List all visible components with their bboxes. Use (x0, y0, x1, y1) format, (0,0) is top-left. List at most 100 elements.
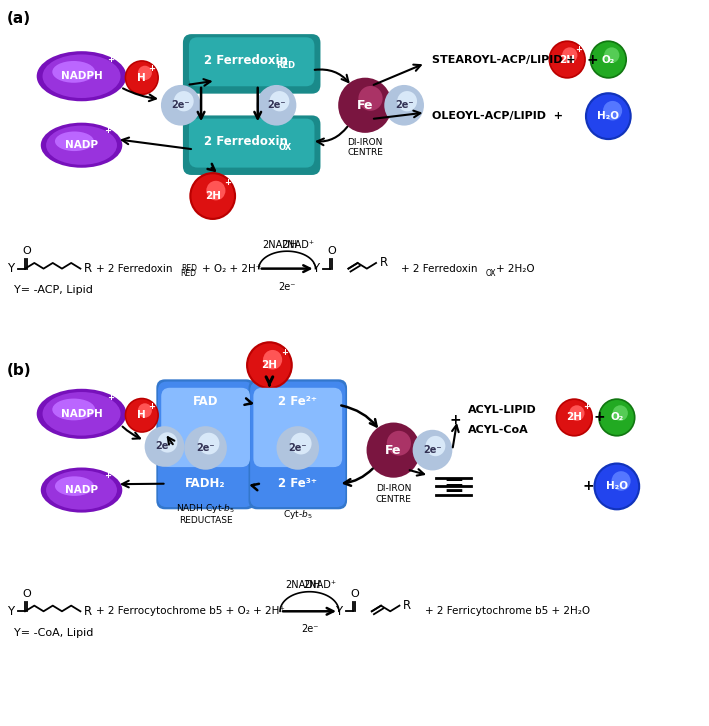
Ellipse shape (43, 54, 121, 98)
Text: + 2H₂O: + 2H₂O (496, 264, 535, 274)
Text: +: + (107, 55, 114, 65)
Text: +: + (450, 413, 461, 427)
Circle shape (248, 343, 291, 387)
Ellipse shape (40, 468, 122, 513)
FancyBboxPatch shape (250, 382, 345, 507)
Circle shape (126, 399, 157, 431)
Circle shape (246, 341, 293, 389)
Text: +: + (147, 402, 155, 411)
Circle shape (367, 423, 420, 478)
Text: +: + (586, 52, 598, 67)
FancyBboxPatch shape (189, 118, 315, 168)
Circle shape (397, 91, 417, 111)
Circle shape (425, 436, 445, 456)
Circle shape (191, 174, 234, 218)
Circle shape (557, 400, 591, 435)
Circle shape (384, 85, 424, 126)
Circle shape (199, 433, 220, 454)
Circle shape (257, 85, 296, 126)
Circle shape (174, 91, 194, 111)
Text: H₂O: H₂O (605, 481, 628, 492)
Text: 2NAD⁺: 2NAD⁺ (281, 240, 314, 250)
Ellipse shape (46, 470, 117, 510)
Circle shape (550, 42, 584, 77)
Text: + 2 Ferrocytochrome b5 + O₂ + 2H⁺: + 2 Ferrocytochrome b5 + O₂ + 2H⁺ (96, 606, 284, 616)
Text: +: + (583, 479, 594, 494)
Text: + 2 Ferredoxin: + 2 Ferredoxin (96, 264, 172, 274)
Text: RED: RED (181, 264, 197, 273)
Text: REDUCTASE: REDUCTASE (179, 516, 233, 526)
Text: R: R (379, 256, 388, 269)
Text: Y: Y (7, 262, 14, 275)
Text: DI-IRON
CENTRE: DI-IRON CENTRE (347, 138, 383, 158)
Text: 2e⁻: 2e⁻ (423, 445, 442, 455)
Circle shape (613, 405, 628, 421)
FancyBboxPatch shape (183, 115, 320, 175)
Circle shape (590, 41, 627, 78)
Circle shape (161, 85, 201, 126)
Circle shape (591, 42, 625, 77)
Text: + 2 Ferredoxin: + 2 Ferredoxin (401, 264, 477, 274)
Text: +: + (576, 44, 583, 54)
FancyBboxPatch shape (189, 37, 315, 86)
Text: 2e⁻: 2e⁻ (279, 282, 296, 292)
Text: FAD: FAD (193, 395, 218, 408)
Text: R: R (403, 599, 411, 612)
Text: Y: Y (7, 605, 14, 618)
Circle shape (569, 405, 584, 421)
Circle shape (600, 400, 634, 435)
Circle shape (611, 471, 631, 491)
Circle shape (596, 465, 638, 508)
Text: Fe: Fe (385, 444, 402, 457)
Circle shape (126, 62, 157, 94)
Circle shape (593, 462, 640, 510)
Text: NADH Cyt-$b_5$: NADH Cyt-$b_5$ (176, 502, 235, 515)
Text: H: H (138, 73, 146, 83)
FancyBboxPatch shape (161, 388, 250, 467)
Text: O: O (22, 589, 31, 599)
Text: Fe: Fe (357, 99, 374, 112)
Text: Y: Y (312, 262, 319, 275)
Text: ACYL-LIPID: ACYL-LIPID (468, 405, 537, 415)
Ellipse shape (43, 392, 121, 436)
FancyBboxPatch shape (156, 379, 255, 510)
Ellipse shape (46, 126, 117, 165)
Text: ≡: ≡ (443, 474, 464, 499)
Circle shape (556, 399, 593, 436)
Circle shape (206, 181, 225, 200)
Circle shape (549, 41, 586, 78)
Text: NADPH: NADPH (61, 409, 102, 419)
Ellipse shape (37, 51, 126, 102)
Ellipse shape (40, 123, 122, 168)
Text: 2e⁻: 2e⁻ (301, 624, 318, 635)
Text: 2e⁻: 2e⁻ (267, 100, 286, 110)
Text: +: + (281, 348, 288, 356)
Text: 2H: 2H (205, 191, 220, 201)
Text: +: + (583, 402, 590, 412)
Text: OLEOYL-ACP/LIPID  +: OLEOYL-ACP/LIPID + (432, 111, 564, 121)
Text: 2NAD⁺: 2NAD⁺ (303, 580, 337, 590)
Text: Cyt-$b_5$: Cyt-$b_5$ (283, 507, 313, 521)
Text: + 2 Ferricytochrome b5 + 2H₂O: + 2 Ferricytochrome b5 + 2H₂O (425, 606, 591, 616)
Text: Y= -ACP, Lipid: Y= -ACP, Lipid (14, 285, 93, 295)
Text: (a): (a) (7, 11, 31, 26)
Circle shape (603, 101, 623, 121)
Text: 2e⁻: 2e⁻ (155, 441, 174, 452)
Text: 2 Ferredoxin: 2 Ferredoxin (203, 135, 288, 148)
Text: H: H (138, 410, 146, 420)
Text: 2e⁻: 2e⁻ (196, 443, 215, 453)
Circle shape (189, 172, 236, 220)
Circle shape (269, 91, 289, 111)
Text: O: O (22, 246, 31, 256)
Text: RED: RED (276, 62, 295, 70)
Text: 2 Ferredoxin: 2 Ferredoxin (203, 54, 288, 67)
Circle shape (157, 432, 177, 452)
Text: O₂: O₂ (602, 54, 615, 65)
Text: +: + (107, 393, 114, 402)
Ellipse shape (52, 61, 95, 83)
Text: 2e⁻: 2e⁻ (289, 443, 307, 453)
Text: NADPH: NADPH (61, 71, 102, 81)
Text: O₂: O₂ (610, 412, 623, 423)
Text: STEAROYL-ACP/LIPID +: STEAROYL-ACP/LIPID + (432, 54, 576, 65)
Text: ACYL-CoA: ACYL-CoA (468, 425, 529, 435)
